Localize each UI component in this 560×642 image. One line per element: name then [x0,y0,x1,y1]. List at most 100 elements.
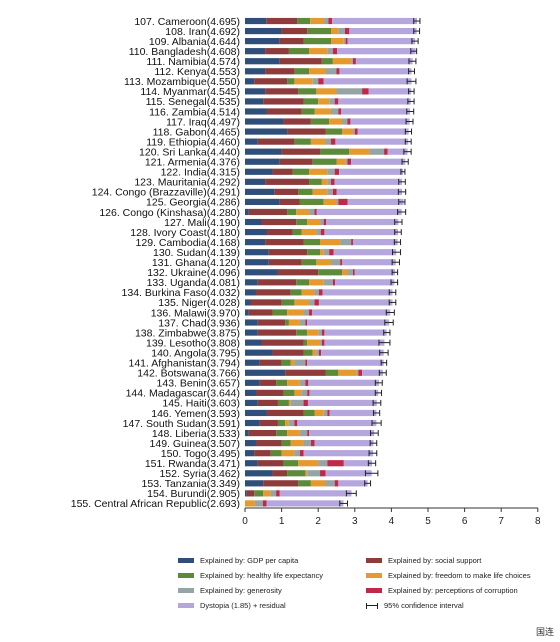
bar-segment-corruption [321,339,325,346]
bar-segment-freedom [288,319,300,326]
bar-segment-freedom [314,108,332,115]
bar-segment-dystopia [324,329,387,336]
row-label: 116. Zambia(4.514) [149,106,240,118]
bar-segment-generosity [352,128,355,135]
ci-whisker [393,239,402,246]
bar-segment-corruption [299,450,304,457]
bar-segment-corruption [347,158,352,165]
bar-segment-corruption [307,389,310,396]
bar-segment-generosity [301,389,308,396]
bar-segment-corruption [314,299,319,306]
bar-segment-corruption [321,329,325,336]
bar-segment-gdp [245,198,280,206]
bar-segment-health [310,118,330,125]
bar-segment-health [277,399,289,407]
bar-segment-social [287,128,326,135]
bar-segment-dystopia [349,27,417,35]
bar-segment-health [318,269,342,276]
bar-segment-freedom [318,98,330,105]
ci-whisker [401,158,409,165]
ci-whisker [378,369,387,376]
bar-segment-health [303,339,308,346]
x-tick-label: 1 [279,516,285,527]
legend-item-social: Explained by: social support [366,556,481,565]
bar-segment-gdp [245,329,258,336]
bar-segment-corruption [332,48,338,55]
row-label: 142. Botswana(3.766) [137,368,240,380]
bar-segment-gdp [245,470,273,477]
row-label: 153. Tanzania(3.349) [142,478,240,490]
bar-segment-generosity [309,299,315,306]
bar-segment-generosity [323,249,330,256]
bar-segment-freedom [310,480,326,487]
legend-item-dystopia: Dystopia (1.85) + residual [178,601,286,610]
ci-whisker [388,299,397,306]
bar-segment-generosity [288,419,295,427]
bar-segment-social [248,429,277,437]
bar-segment-generosity [299,379,306,386]
bar-segment-generosity [336,88,363,95]
bar-segment-freedom [309,48,328,55]
bar-segment-gdp [245,409,267,417]
bar-segment-gdp [245,17,267,25]
bar-segment-health [307,249,321,256]
row-label: 117. Iraq(4.497) [166,116,240,128]
bar-segment-corruption [307,429,310,437]
ci-whisker [408,68,415,75]
row-label: 135. Niger(4.028) [158,297,240,309]
legend-label-gdp: Explained by: GDP per capita [200,556,299,565]
bar-segment-dystopia [297,419,377,427]
row-label: 123. Mauritania(4.292) [134,177,240,189]
ci-whisker [380,359,388,366]
bar-segment-social [259,359,282,366]
bar-segment-freedom [290,440,304,447]
bar-segment-generosity [343,38,346,45]
ci-whisker [367,460,377,467]
row-label: 115. Senegal(4.535) [146,96,240,108]
ci-whisker [374,389,383,396]
bar-segment-gdp [245,269,278,276]
bar-segment-corruption [345,38,348,45]
bar-segment-dystopia [338,98,411,105]
stacked-bar-chart: 107. Cameroon(4.695)108. Iran(4.692)109.… [71,16,541,527]
x-tick-label: 5 [425,516,431,527]
bar-segment-generosity [316,349,319,356]
bar-segment-dystopia [355,58,413,65]
bar-segment-health [303,409,315,417]
row-label: 113. Mozambique(4.550) [124,76,240,88]
bar-segment-health [303,98,319,105]
bar-segment-gdp [245,178,266,185]
ci-whisker [364,470,379,477]
row-label: 144. Madagascar(3.644) [126,388,240,400]
bar-segment-freedom [338,369,357,376]
bar-segment-gdp [245,249,269,256]
row-label: 126. Congo (Kinshasa)(4.280) [99,207,240,219]
bar-segment-generosity [318,460,328,467]
bar-segment-social [257,138,295,145]
row-label: 125. Georgia(4.286) [146,197,240,209]
x-tick-label: 7 [498,516,504,527]
bar-segment-corruption [334,98,339,105]
bar-segment-corruption [305,319,308,326]
bar-segment-health [254,490,264,497]
bar-segment-gdp [245,208,249,216]
bar-segment-corruption [334,168,340,175]
bar-segment-dystopia [321,349,384,356]
bar-segment-dystopia [336,188,403,195]
bar-segment-freedom [331,27,339,35]
row-label: 111. Namibia(4.574) [146,56,240,68]
bar-segment-dystopia [333,249,397,256]
bar-segment-freedom [309,279,324,286]
bar-segment-gdp [245,188,275,195]
ci-whisker [410,48,418,55]
bar-segment-dystopia [354,269,396,276]
bar-segment-dystopia [351,158,406,165]
bar-segment-health [298,188,313,195]
bar-segment-freedom [305,470,308,477]
row-label: 136. Malawi(3.970) [151,307,240,319]
bar-segment-generosity [307,470,321,477]
bar-segment-health [287,78,295,85]
bar-segment-gdp [245,259,269,266]
bar-segment-health [299,198,324,206]
bar-segment-freedom [312,349,317,356]
